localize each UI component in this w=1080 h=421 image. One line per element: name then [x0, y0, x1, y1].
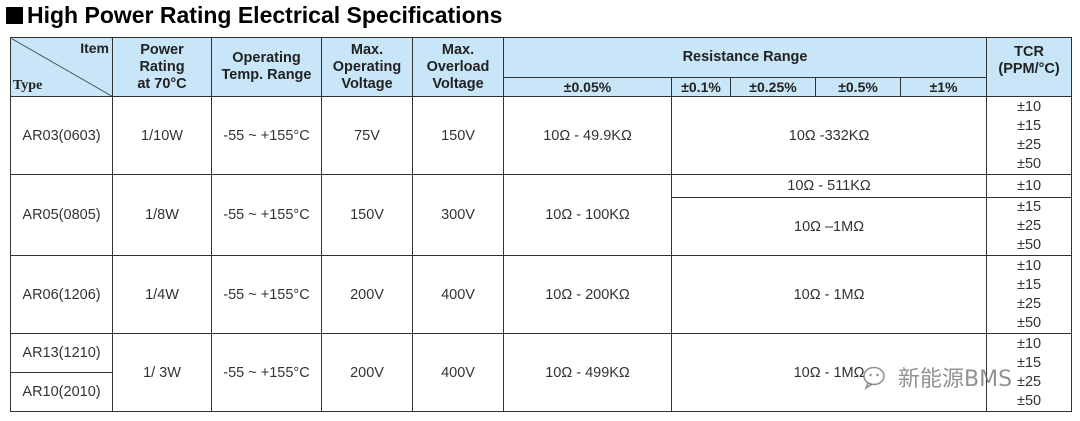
ol-voltage-cell: 300V: [412, 174, 504, 256]
ol-voltage-cell: 400V: [412, 333, 504, 412]
header-max-overload-voltage: Max. Overload Voltage: [412, 37, 504, 97]
tolerance-1: ±1%: [899, 77, 988, 97]
power-cell: 1/10W: [112, 96, 212, 175]
wechat-icon: [862, 365, 892, 397]
type-cell: AR13(1210): [10, 333, 113, 373]
tolerance-025: ±0.25%: [730, 77, 816, 97]
tolerance-005: ±0.05%: [503, 77, 672, 97]
resistance-rest-cell: 10Ω –1MΩ: [670, 197, 988, 256]
header-item: Item: [80, 40, 109, 56]
resistance-005-cell: 10Ω - 200KΩ: [503, 255, 672, 334]
watermark-text: 新能源BMS: [898, 367, 1013, 392]
tolerance-05: ±0.5%: [815, 77, 901, 97]
page-title-text: High Power Rating Electrical Specificati…: [27, 2, 503, 28]
tcr-cell: ±10 ±15 ±25 ±50: [986, 96, 1073, 175]
temp-cell: -55 ~ +155°C: [211, 174, 322, 256]
power-cell: 1/8W: [112, 174, 212, 256]
table-row: AR10(2010): [10, 372, 1072, 412]
op-voltage-cell: 200V: [321, 255, 413, 334]
op-voltage-cell: 150V: [321, 174, 413, 256]
header-resistance-range: Resistance Range: [502, 37, 988, 78]
resistance-005-cell: 10Ω - 49.9KΩ: [503, 96, 672, 175]
specifications-table: Item Type Power Rating at 70°C Operating Te…: [10, 37, 1073, 412]
watermark: 新能源BMS: [862, 361, 1012, 397]
resistance-rest-cell: 10Ω - 511KΩ: [670, 174, 988, 198]
tcr-cell: ±15 ±25 ±50: [986, 197, 1073, 256]
temp-cell: -55 ~ +155°C: [211, 333, 322, 412]
op-voltage-cell: 200V: [321, 333, 413, 412]
tolerance-01: ±0.1%: [671, 77, 731, 97]
header-max-operating-voltage: Max. Operating Voltage: [321, 37, 413, 97]
black-square-icon: [6, 7, 23, 24]
power-cell: 1/ 3W: [112, 333, 212, 412]
table-row: AR03(0603) 1/10W -55 ~ +155°C 75V 150V 1…: [10, 96, 1073, 175]
type-cell: AR10(2010): [10, 372, 113, 412]
tolerance-row: ±0.05% ±0.1% ±0.25% ±0.5% ±1%: [11, 77, 1072, 97]
ol-voltage-cell: 400V: [412, 255, 504, 334]
page-title: High Power Rating Electrical Specificati…: [6, 2, 502, 29]
resistance-rest-cell: 10Ω - 1MΩ: [670, 333, 988, 412]
header-row: Item Type Power Rating at 70°C Operating Te…: [10, 37, 1073, 97]
table-row: AR13(1210) 1/ 3W -55 ~ +155°C 200V 400V …: [10, 333, 1073, 412]
op-voltage-cell: 75V: [321, 96, 413, 175]
type-cell: AR05(0805): [10, 174, 113, 256]
header-operating-temp: Operating Temp. Range: [211, 37, 322, 97]
header-power-rating: Power Rating at 70°C: [112, 37, 212, 97]
header-tcr: TCR (PPM/°C): [986, 37, 1073, 97]
tcr-cell: ±10: [986, 174, 1073, 198]
table-row: AR05(0805) 1/8W -55 ~ +155°C 150V 300V 1…: [10, 174, 1073, 256]
tcr-cell: ±10 ±15 ±25 ±50: [986, 255, 1073, 334]
resistance-005-cell: 10Ω - 100KΩ: [503, 174, 672, 256]
temp-cell: -55 ~ +155°C: [211, 96, 322, 175]
resistance-rest-cell: 10Ω - 1MΩ: [670, 255, 988, 334]
ol-voltage-cell: 150V: [412, 96, 504, 175]
item-type-header: Item Type: [10, 37, 113, 97]
type-cell: AR03(0603): [10, 96, 113, 175]
resistance-005-cell: 10Ω - 499KΩ: [503, 333, 672, 412]
tcr-cell: ±10 ±15 ±25 ±50: [986, 333, 1073, 412]
temp-cell: -55 ~ +155°C: [211, 255, 322, 334]
header-type: Type: [13, 78, 43, 93]
resistance-rest-cell: 10Ω -332KΩ: [670, 96, 988, 175]
table-row: AR06(1206) 1/4W -55 ~ +155°C 200V 400V 1…: [10, 255, 1073, 334]
type-cell: AR06(1206): [10, 255, 113, 334]
table-row: 10Ω –1MΩ ±15 ±25 ±50: [11, 197, 1073, 256]
power-cell: 1/4W: [112, 255, 212, 334]
